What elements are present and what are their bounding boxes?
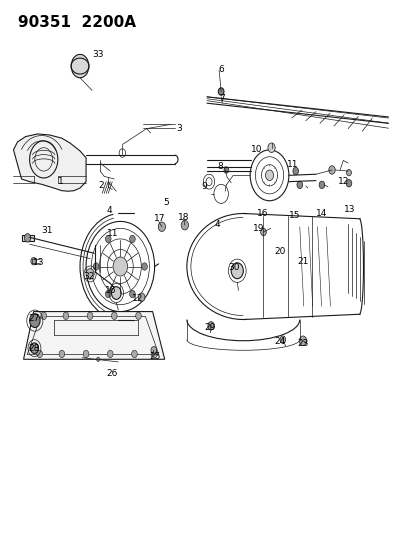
Text: 3: 3: [175, 124, 181, 133]
Circle shape: [129, 290, 135, 298]
Text: 28: 28: [28, 344, 39, 353]
Circle shape: [71, 54, 89, 78]
Circle shape: [41, 312, 47, 319]
Circle shape: [181, 220, 188, 230]
Text: 31: 31: [40, 226, 52, 235]
Text: 17: 17: [153, 214, 165, 223]
Circle shape: [30, 343, 38, 353]
Text: 12: 12: [337, 177, 348, 186]
Circle shape: [138, 293, 145, 302]
Circle shape: [345, 180, 351, 187]
Circle shape: [151, 350, 157, 358]
Text: 25: 25: [149, 352, 161, 361]
Circle shape: [267, 143, 275, 152]
Circle shape: [83, 350, 89, 358]
Text: 5: 5: [163, 198, 168, 207]
Circle shape: [30, 314, 40, 327]
Text: 32: 32: [83, 271, 95, 280]
Circle shape: [279, 336, 285, 343]
Circle shape: [37, 350, 43, 358]
Text: 10: 10: [250, 146, 262, 155]
Text: 12: 12: [132, 294, 143, 303]
Circle shape: [86, 269, 94, 279]
Text: 19: 19: [252, 224, 264, 233]
Circle shape: [31, 257, 36, 265]
Text: 2: 2: [98, 181, 104, 190]
Text: 27: 27: [29, 314, 40, 323]
Circle shape: [260, 228, 266, 236]
Circle shape: [93, 263, 99, 270]
Circle shape: [111, 312, 117, 319]
Circle shape: [131, 350, 137, 358]
Text: 29: 29: [204, 323, 215, 332]
Text: 21: 21: [296, 257, 308, 265]
Text: 4: 4: [214, 220, 220, 229]
Circle shape: [151, 346, 156, 354]
Polygon shape: [21, 235, 34, 241]
Text: 13: 13: [343, 205, 355, 214]
Circle shape: [158, 222, 165, 231]
Text: 14: 14: [315, 209, 327, 218]
Circle shape: [135, 312, 141, 319]
Circle shape: [111, 287, 121, 300]
Circle shape: [105, 290, 111, 298]
Text: 16: 16: [256, 209, 268, 218]
Circle shape: [296, 181, 302, 189]
Circle shape: [318, 181, 324, 189]
Circle shape: [207, 321, 214, 330]
Text: 13: 13: [33, 258, 44, 266]
Text: 90351  2200A: 90351 2200A: [17, 14, 135, 30]
Circle shape: [105, 235, 111, 243]
Circle shape: [96, 357, 100, 361]
Text: 24: 24: [273, 337, 285, 346]
Circle shape: [87, 312, 93, 319]
Circle shape: [141, 263, 147, 270]
Text: 11: 11: [286, 160, 298, 169]
Polygon shape: [23, 312, 164, 359]
Circle shape: [224, 167, 228, 173]
Text: 4: 4: [107, 206, 112, 215]
Text: 7: 7: [219, 94, 225, 103]
Circle shape: [59, 350, 64, 358]
Circle shape: [292, 167, 298, 175]
Text: 11: 11: [107, 229, 118, 238]
Circle shape: [107, 350, 113, 358]
Circle shape: [129, 235, 135, 243]
Text: 20: 20: [274, 247, 286, 256]
Circle shape: [24, 233, 31, 242]
Polygon shape: [13, 134, 86, 191]
Text: 15: 15: [288, 211, 300, 220]
Circle shape: [346, 169, 350, 176]
Circle shape: [113, 257, 127, 276]
Text: 23: 23: [296, 340, 308, 349]
Text: 30: 30: [228, 263, 240, 272]
Text: 16: 16: [105, 286, 117, 295]
Circle shape: [231, 263, 243, 279]
Text: 33: 33: [92, 50, 104, 59]
Text: 18: 18: [177, 213, 189, 222]
Circle shape: [298, 336, 306, 345]
Circle shape: [63, 312, 68, 319]
Circle shape: [328, 166, 335, 174]
Text: 1: 1: [58, 177, 64, 186]
Text: 26: 26: [107, 369, 118, 378]
Circle shape: [265, 170, 273, 181]
Text: 9: 9: [200, 182, 206, 191]
Text: 8: 8: [217, 163, 222, 171]
Text: 6: 6: [218, 64, 224, 74]
Circle shape: [218, 88, 224, 95]
